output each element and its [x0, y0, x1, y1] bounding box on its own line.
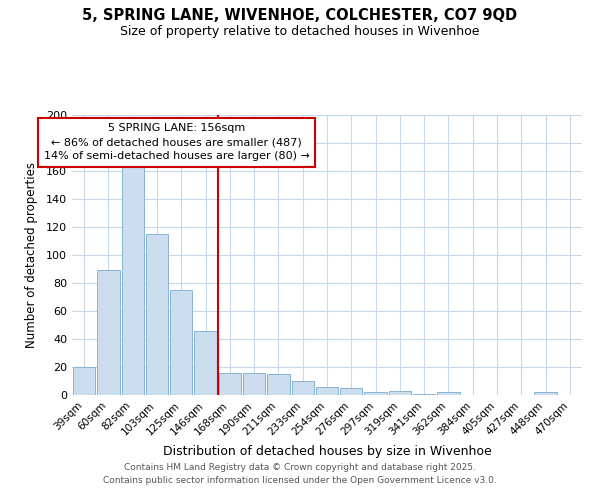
- Text: 5 SPRING LANE: 156sqm
← 86% of detached houses are smaller (487)
14% of semi-det: 5 SPRING LANE: 156sqm ← 86% of detached …: [44, 124, 310, 162]
- Bar: [122, 160, 144, 395]
- Bar: [218, 372, 241, 395]
- Bar: [535, 392, 557, 395]
- Bar: [170, 290, 193, 395]
- Bar: [243, 372, 265, 395]
- Bar: [364, 392, 387, 395]
- Text: Contains public sector information licensed under the Open Government Licence v3: Contains public sector information licen…: [103, 476, 497, 485]
- Y-axis label: Number of detached properties: Number of detached properties: [25, 162, 38, 348]
- Text: 5, SPRING LANE, WIVENHOE, COLCHESTER, CO7 9QD: 5, SPRING LANE, WIVENHOE, COLCHESTER, CO…: [82, 8, 518, 22]
- Bar: [292, 381, 314, 395]
- Bar: [194, 330, 217, 395]
- X-axis label: Distribution of detached houses by size in Wivenhoe: Distribution of detached houses by size …: [163, 445, 491, 458]
- Bar: [340, 388, 362, 395]
- Bar: [389, 391, 411, 395]
- Bar: [97, 270, 119, 395]
- Bar: [316, 386, 338, 395]
- Text: Contains HM Land Registry data © Crown copyright and database right 2025.: Contains HM Land Registry data © Crown c…: [124, 462, 476, 471]
- Bar: [146, 234, 168, 395]
- Bar: [437, 392, 460, 395]
- Text: Size of property relative to detached houses in Wivenhoe: Size of property relative to detached ho…: [120, 25, 480, 38]
- Bar: [413, 394, 436, 395]
- Bar: [267, 374, 290, 395]
- Bar: [73, 367, 95, 395]
